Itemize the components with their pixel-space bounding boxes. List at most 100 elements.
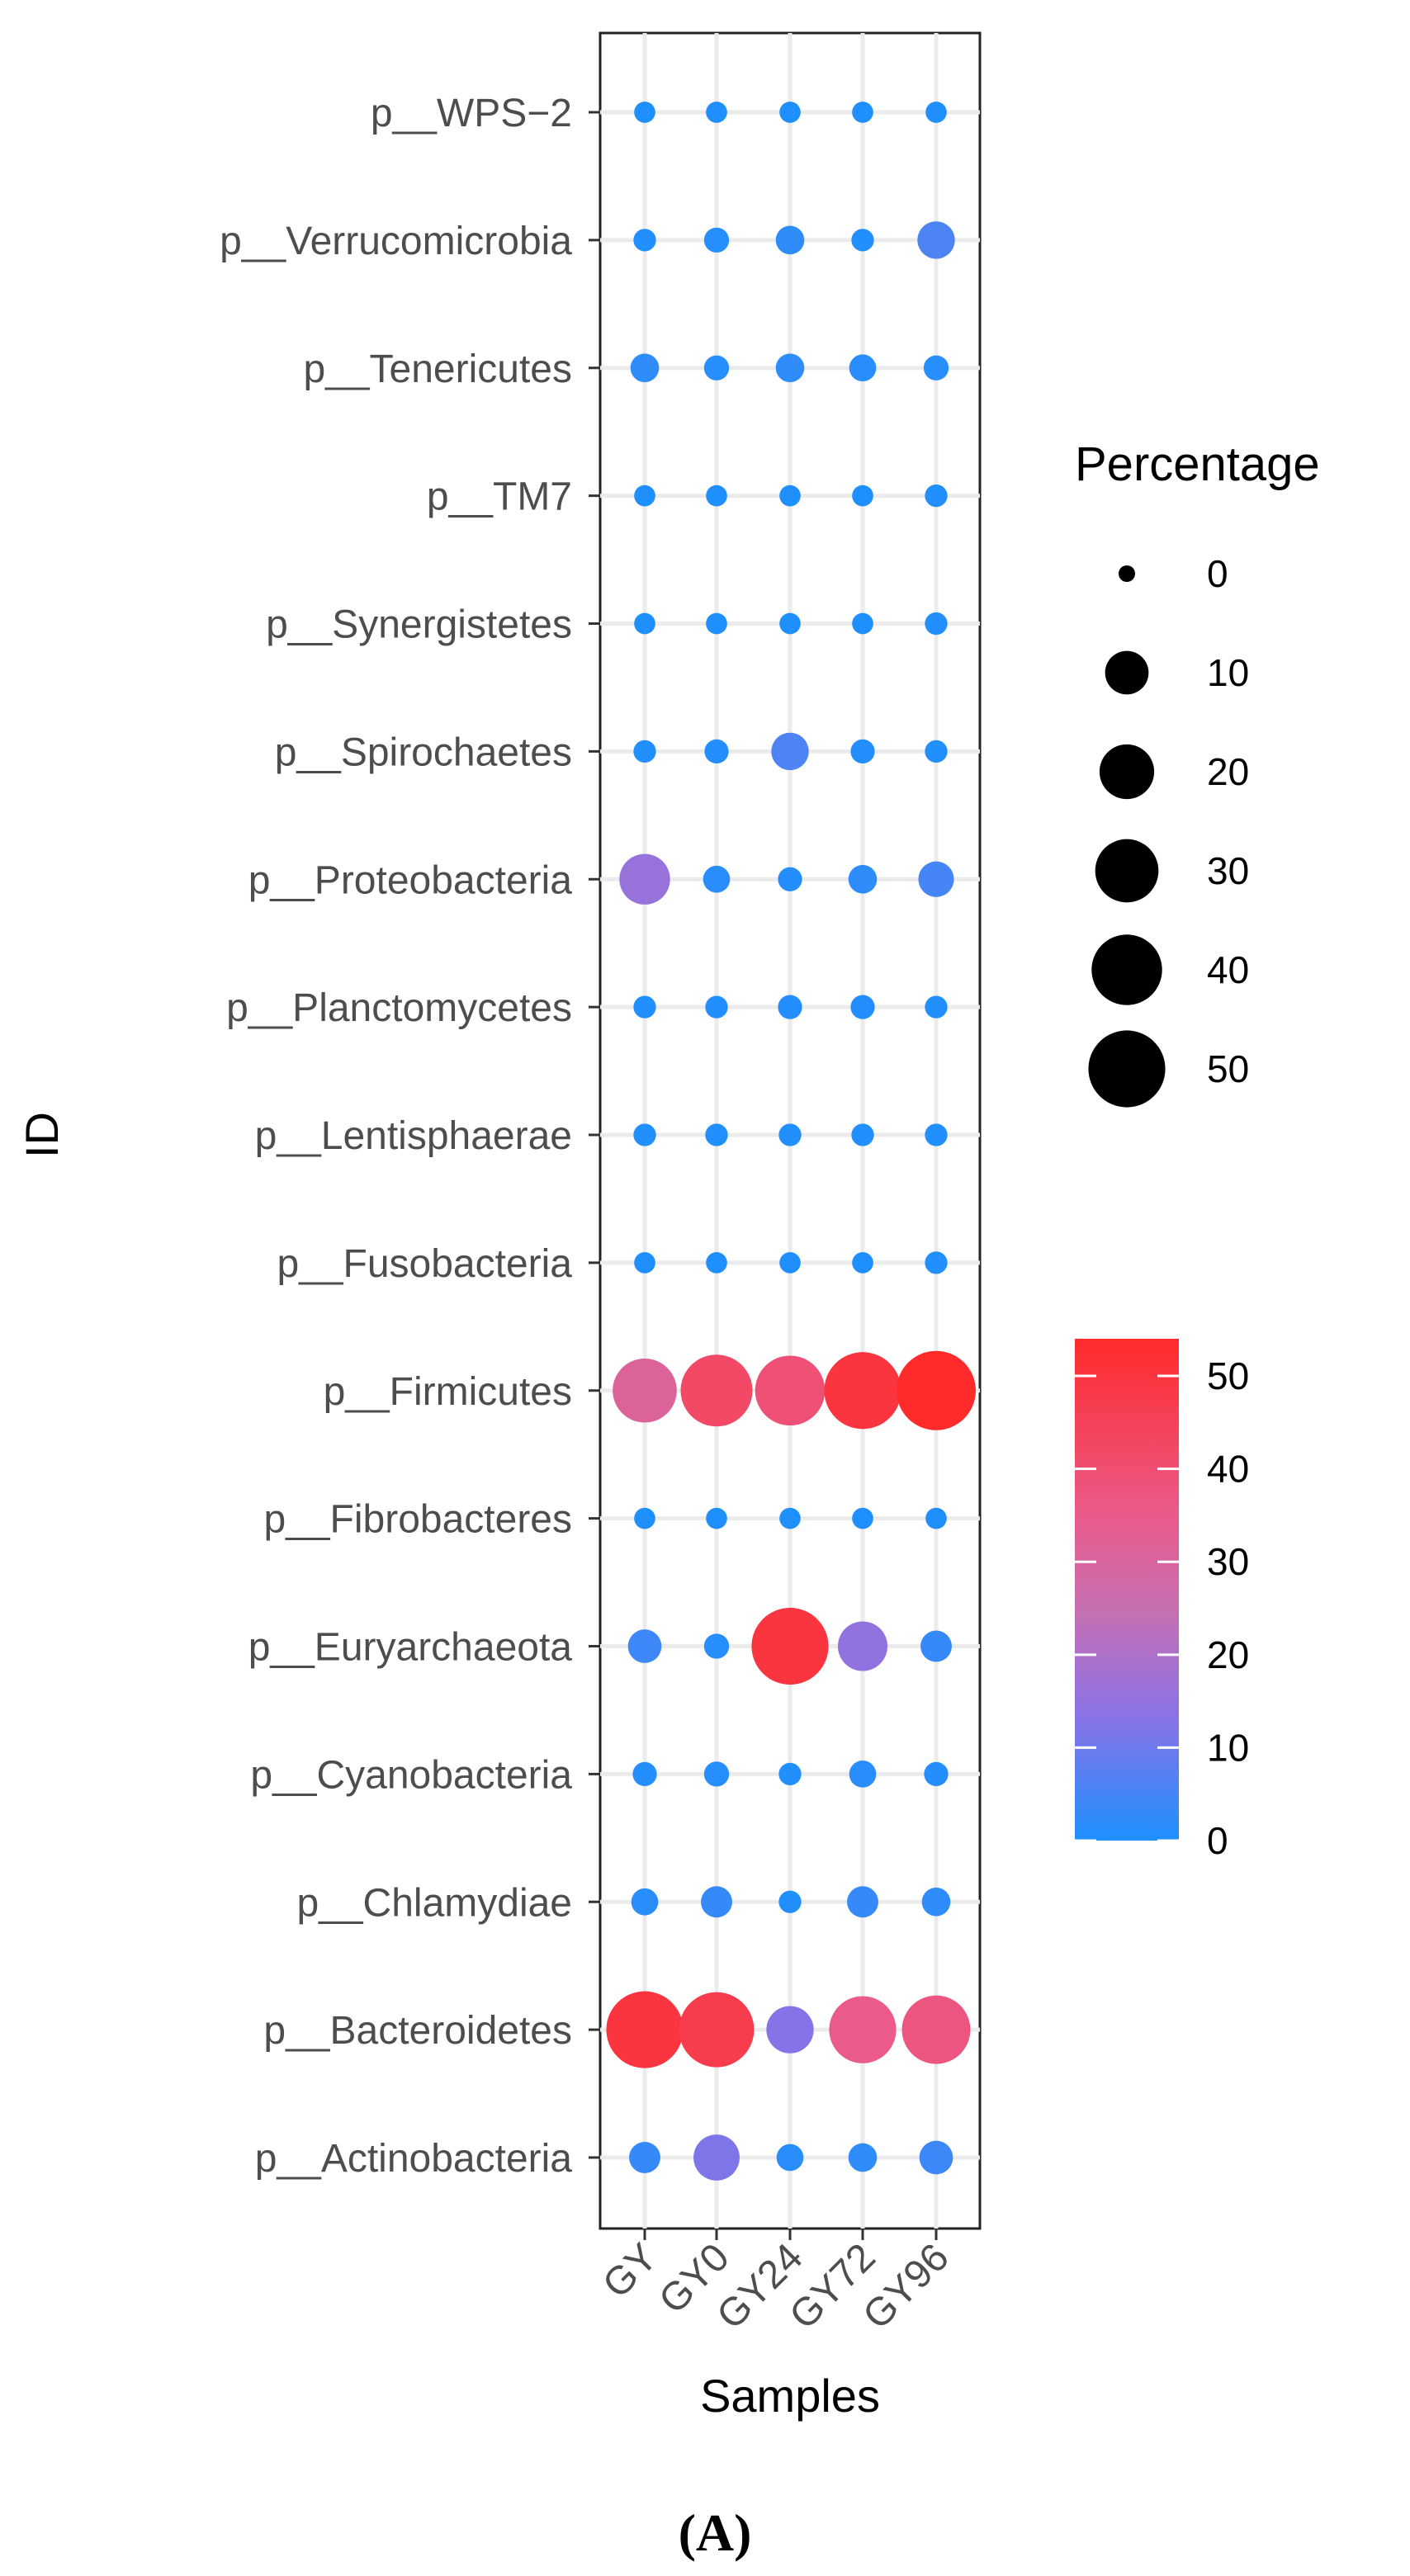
color-legend-label: 40 <box>1207 1448 1249 1491</box>
y-tick-label: p__Tenericutes <box>303 347 572 391</box>
data-point <box>779 1507 801 1529</box>
data-point <box>775 353 805 383</box>
x-tick-label: GY72 <box>782 2235 884 2337</box>
data-point <box>704 739 729 764</box>
panel-label: (A) <box>679 2503 752 2562</box>
y-tick-label: p__Planctomycetes <box>226 986 572 1030</box>
data-point <box>703 1761 730 1787</box>
y-tick-label: p__Actinobacteria <box>255 2137 573 2181</box>
data-point <box>850 995 875 1019</box>
data-point <box>706 102 727 123</box>
data-point <box>703 227 730 253</box>
data-point <box>918 861 954 897</box>
data-point <box>706 1507 727 1529</box>
data-point <box>852 102 873 123</box>
data-point <box>849 1761 877 1788</box>
data-point <box>852 1507 873 1529</box>
data-point <box>627 1629 662 1663</box>
y-tick-label: p__Firmicutes <box>324 1370 572 1414</box>
x-axis-title: Samples <box>700 2370 880 2422</box>
data-point <box>852 484 873 507</box>
data-point <box>634 1252 655 1274</box>
data-point <box>778 1123 802 1146</box>
size-legend-title: Percentage <box>1075 437 1320 491</box>
data-point <box>706 1252 727 1274</box>
color-legend-label: 30 <box>1207 1540 1249 1583</box>
data-point <box>703 355 730 380</box>
data-point <box>679 1992 755 2068</box>
data-point <box>848 2143 878 2172</box>
data-point <box>775 225 805 255</box>
size-legend-key <box>1091 934 1162 1005</box>
data-point <box>630 353 660 383</box>
data-point <box>837 1621 888 1671</box>
data-point <box>631 1888 659 1916</box>
data-point <box>778 1762 802 1786</box>
size-legend-key <box>1088 1030 1166 1108</box>
data-point <box>706 612 727 635</box>
data-point <box>852 1252 873 1274</box>
data-point <box>766 2006 814 2054</box>
data-point <box>897 1350 976 1430</box>
color-legend-label: 10 <box>1207 1726 1249 1769</box>
data-point <box>850 739 875 764</box>
size-legend-key <box>1095 839 1159 903</box>
data-points <box>606 102 976 2181</box>
data-point <box>632 1761 657 1787</box>
data-point <box>776 2144 804 2172</box>
data-point <box>778 995 802 1019</box>
data-point <box>634 1507 655 1529</box>
data-point <box>925 740 948 763</box>
size-legend-label: 20 <box>1207 750 1249 793</box>
y-axis-title: ID <box>16 1112 68 1158</box>
data-point <box>634 484 655 507</box>
data-point <box>703 865 731 893</box>
data-point <box>779 102 801 123</box>
y-tick-label: p__Chlamydiae <box>296 1881 572 1925</box>
y-tick-label: p__Euryarchaeota <box>248 1626 573 1670</box>
y-tick-label: p__Bacteroidetes <box>263 2009 572 2053</box>
data-point <box>755 1355 826 1426</box>
data-point <box>829 1996 897 2063</box>
data-point <box>924 1761 949 1787</box>
data-point <box>824 1352 901 1430</box>
data-point <box>778 867 802 891</box>
data-point <box>851 229 874 252</box>
data-point <box>606 1991 684 2068</box>
data-point <box>847 1886 878 1918</box>
size-legend-key <box>1099 744 1155 800</box>
y-tick-label: p__Proteobacteria <box>248 858 573 902</box>
data-point <box>920 1630 952 1662</box>
data-point <box>919 2140 953 2175</box>
data-point <box>633 1123 656 1146</box>
y-tick-label: p__Cyanobacteria <box>250 1753 572 1797</box>
data-point <box>925 484 948 508</box>
data-point <box>634 102 655 123</box>
data-point <box>705 995 728 1019</box>
size-legend-label: 10 <box>1207 651 1249 694</box>
data-point <box>706 484 727 507</box>
data-point <box>703 1633 730 1659</box>
data-point <box>633 229 656 252</box>
data-point <box>925 1507 947 1529</box>
y-axis-ticks: p__Actinobacteria p__Bacteroidetes p__Chla… <box>220 92 600 2181</box>
data-point <box>925 612 948 636</box>
data-point <box>778 1890 802 1913</box>
data-point <box>705 1123 728 1146</box>
size-legend-label: 40 <box>1207 948 1249 991</box>
data-point <box>923 355 949 380</box>
data-point <box>779 612 801 635</box>
color-legend-label: 0 <box>1207 1819 1228 1862</box>
color-bar <box>1075 1339 1179 1841</box>
data-point <box>613 1358 677 1423</box>
size-legend-label: 50 <box>1207 1047 1249 1090</box>
y-tick-label: p__Fusobacteria <box>277 1242 572 1286</box>
color-legend: 0 10 20 30 40 50 <box>1075 1354 1249 1862</box>
size-legend-key <box>1119 565 1135 582</box>
data-point <box>619 853 670 905</box>
data-point <box>633 995 656 1019</box>
data-point <box>693 2134 740 2181</box>
y-tick-label: p__TM7 <box>427 475 572 519</box>
size-legend-key <box>1105 650 1149 695</box>
